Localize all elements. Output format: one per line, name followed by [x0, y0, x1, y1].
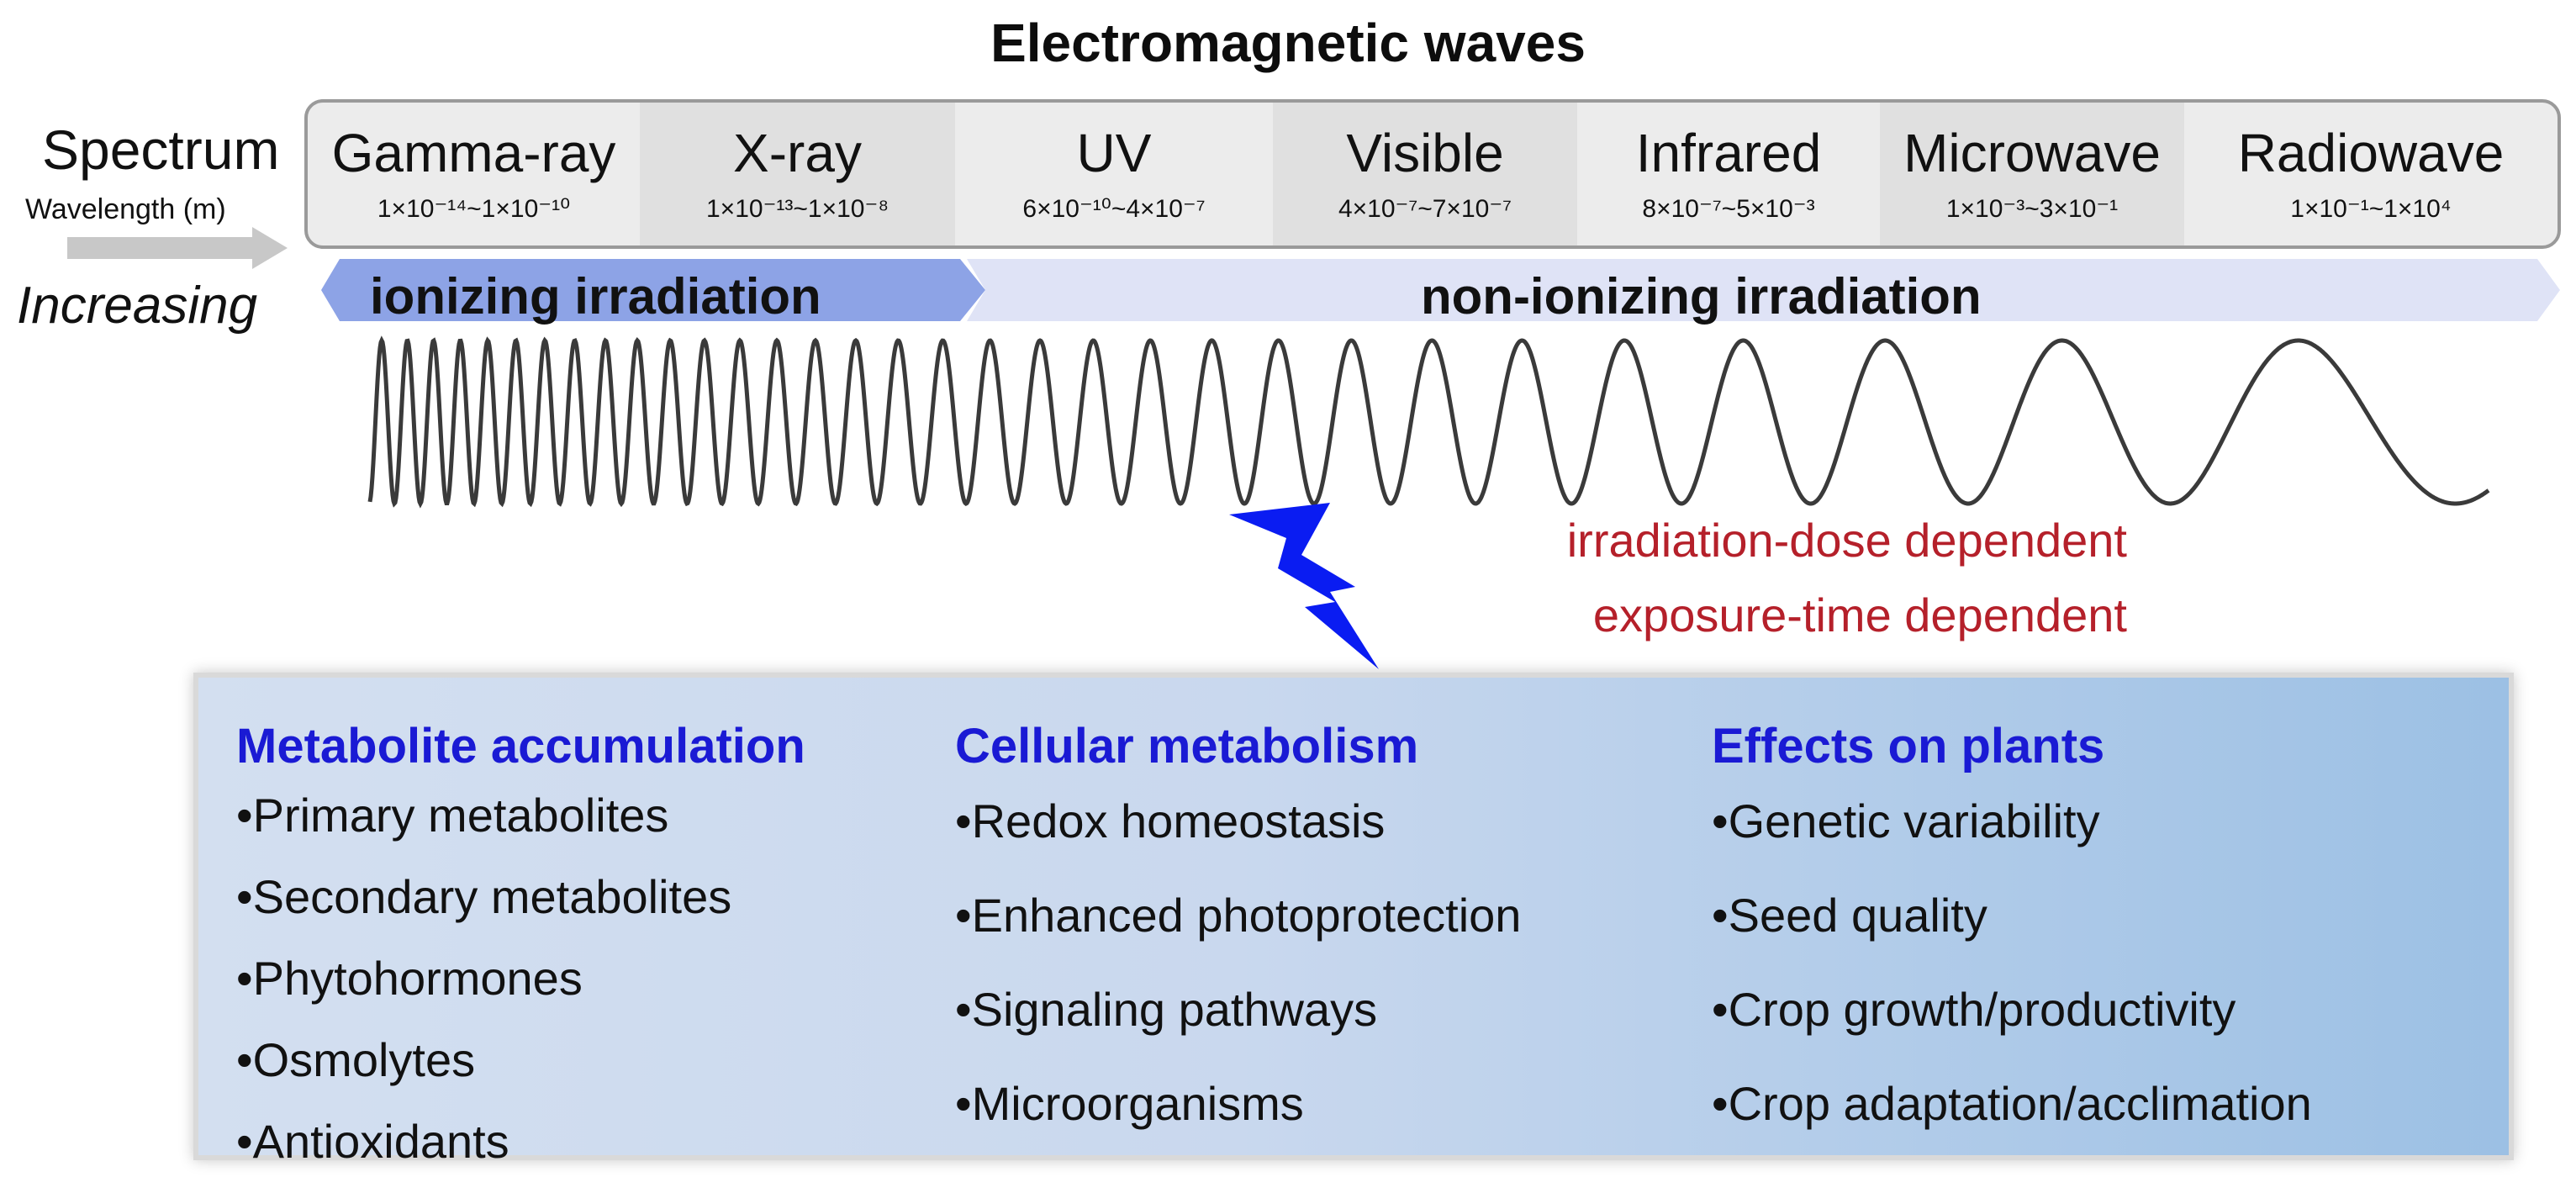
cellular-metabolism-column: Cellular metabolism •Redox homeostasis •…	[955, 718, 1521, 1151]
band-radiowave: Radiowave 1×10⁻¹~1×10⁴	[2184, 103, 2558, 245]
list-item: •Secondary metabolites	[236, 870, 732, 923]
list-item: •Phytohormones	[236, 952, 583, 1005]
ionizing-irradiation-label: ionizing irradiation	[370, 268, 821, 325]
band-name: UV	[1076, 123, 1152, 183]
list-item: •Seed quality	[1712, 889, 1987, 942]
non-ionizing-irradiation-label: non-ionizing irradiation	[1421, 268, 1982, 325]
effects-on-plants-column: Effects on plants •Genetic variability •…	[1712, 718, 2312, 1151]
band-name: Visible	[1346, 123, 1504, 183]
list-item: •Primary metabolites	[236, 789, 669, 842]
band-gamma-ray: Gamma-ray 1×10⁻¹⁴~1×10⁻¹⁰	[308, 103, 640, 245]
effects-panel: Metabolite accumulation •Primary metabol…	[193, 673, 2514, 1168]
list-item: •Antioxidants	[236, 1115, 509, 1168]
column-title: Metabolite accumulation	[236, 719, 805, 773]
band-name: Gamma-ray	[331, 123, 616, 183]
metabolite-accumulation-column: Metabolite accumulation •Primary metabol…	[236, 718, 805, 1182]
band-wavelength-range: 8×10⁻⁷~5×10⁻³	[1642, 195, 1815, 223]
band-wavelength-range: 1×10⁻¹³~1×10⁻⁸	[706, 195, 889, 223]
band-name: Radiowave	[2237, 123, 2505, 183]
band-name: Infrared	[1635, 123, 1822, 183]
increasing-label: Increasing	[17, 277, 258, 335]
non-ionizing-irradiation-bar	[967, 259, 2560, 321]
list-item: •Crop adaptation/acclimation	[1712, 1077, 2312, 1130]
band-name: Microwave	[1903, 123, 2161, 183]
band-wavelength-range: 1×10⁻¹⁴~1×10⁻¹⁰	[377, 195, 571, 223]
spectrum-band-bar: Gamma-ray 1×10⁻¹⁴~1×10⁻¹⁰ X-ray 1×10⁻¹³~…	[304, 99, 2561, 249]
exposure-time-dependent-label: exposure-time dependent	[1592, 589, 2127, 641]
list-item: •Redox homeostasis	[955, 794, 1386, 847]
band-wavelength-range: 1×10⁻¹~1×10⁴	[2290, 195, 2452, 223]
band-x-ray: X-ray 1×10⁻¹³~1×10⁻⁸	[640, 103, 955, 245]
band-uv: UV 6×10⁻¹⁰~4×10⁻⁷	[955, 103, 1273, 245]
band-wavelength-range: 1×10⁻³~3×10⁻¹	[1945, 195, 2119, 223]
band-name: X-ray	[733, 123, 862, 183]
band-microwave: Microwave 1×10⁻³~3×10⁻¹	[1880, 103, 2184, 245]
band-visible: Visible 4×10⁻⁷~7×10⁻⁷	[1273, 103, 1577, 245]
wavelength-label: Wavelength (m)	[25, 193, 226, 225]
list-item: •Osmolytes	[236, 1033, 476, 1086]
list-item: •Crop growth/productivity	[1712, 983, 2236, 1036]
ionizing-irradiation-bar	[321, 259, 985, 321]
diagram-title: Electromagnetic waves	[990, 13, 1586, 73]
band-wavelength-range: 6×10⁻¹⁰~4×10⁻⁷	[1022, 195, 1206, 223]
right-arrow-icon	[67, 227, 288, 269]
list-item: •Signaling pathways	[955, 983, 1378, 1036]
irradiation-dose-dependent-label: irradiation-dose dependent	[1566, 514, 2127, 567]
band-infrared: Infrared 8×10⁻⁷~5×10⁻³	[1577, 103, 1880, 245]
list-item: •Enhanced photoprotection	[955, 889, 1522, 942]
list-item: •Genetic variability	[1712, 794, 2100, 847]
list-item: •Microorganisms	[955, 1077, 1304, 1130]
band-wavelength-range: 4×10⁻⁷~7×10⁻⁷	[1338, 195, 1512, 223]
column-title: Cellular metabolism	[955, 719, 1419, 773]
column-title: Effects on plants	[1712, 719, 2105, 773]
spectrum-label: Spectrum	[42, 119, 280, 181]
